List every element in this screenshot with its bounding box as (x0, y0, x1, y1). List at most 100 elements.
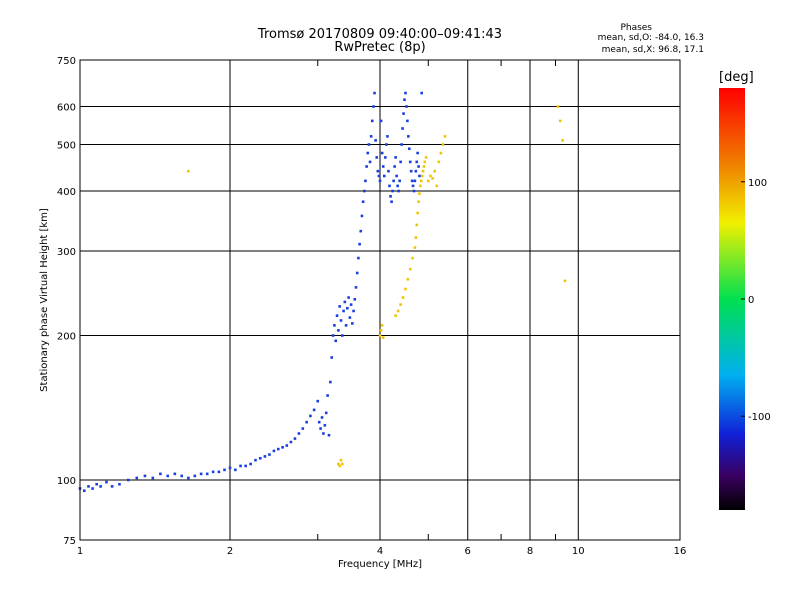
data-point-o (367, 143, 371, 146)
data-point-o (378, 179, 382, 183)
data-point-x (408, 267, 412, 271)
data-point-o (297, 432, 301, 435)
data-point-o (322, 432, 325, 435)
data-point-o (329, 380, 332, 384)
data-point-o (324, 411, 328, 415)
data-point-x (406, 277, 410, 281)
data-point-o (166, 474, 170, 478)
data-point-o (343, 300, 347, 304)
data-point-o (389, 195, 392, 198)
data-point-o (344, 324, 348, 327)
data-point-o (312, 408, 316, 412)
data-point-x (417, 200, 420, 204)
data-point-o (239, 464, 242, 468)
y-tick-label: 750 (57, 56, 76, 67)
data-point-o (323, 424, 327, 427)
data-point-o (180, 474, 184, 478)
chart-title: Tromsø 20170809 09:40:00–09:41:43 (257, 27, 503, 42)
data-point-o (82, 489, 86, 493)
data-point-x (381, 336, 385, 339)
data-point-o (411, 184, 415, 188)
data-point-o (385, 143, 388, 146)
data-point-o (368, 160, 372, 164)
data-point-x (338, 464, 341, 468)
data-point-o (373, 91, 376, 95)
data-point-x (416, 211, 419, 215)
x-tick-label: 6 (465, 546, 471, 557)
data-point-x (418, 192, 421, 195)
data-point-x (401, 296, 405, 299)
data-point-x (556, 105, 560, 108)
data-point-x (337, 462, 340, 466)
y-tick-label: 500 (57, 141, 76, 152)
data-point-o (331, 334, 335, 337)
grid-lines (80, 60, 680, 540)
data-point-x (423, 160, 427, 164)
data-point-o (379, 119, 383, 123)
data-point-o (388, 184, 391, 188)
data-point-x (424, 156, 428, 159)
data-point-o (305, 420, 308, 424)
data-point-o (349, 303, 353, 306)
data-point-o (394, 156, 397, 159)
data-point-o (390, 200, 393, 204)
data-point-o (333, 324, 336, 327)
data-point-o (420, 91, 423, 95)
data-point-x (378, 334, 382, 337)
data-point-o (380, 151, 384, 155)
x-tick-label: 8 (527, 546, 533, 557)
data-point-o (301, 427, 305, 430)
data-point-o (374, 139, 377, 142)
data-point-o (143, 474, 147, 478)
data-point-o (370, 119, 374, 123)
y-tick-label: 400 (57, 187, 76, 198)
data-point-o (382, 174, 386, 178)
phases-stats-title: Phases (620, 23, 652, 33)
data-point-o (404, 91, 407, 95)
data-point-o (234, 468, 237, 472)
colorbar-tick-label: 0 (748, 295, 754, 306)
data-point-o (351, 322, 354, 325)
data-point-o (359, 229, 363, 233)
data-point-x (426, 179, 430, 183)
x-tick-label: 4 (377, 546, 383, 557)
data-point-o (193, 474, 197, 478)
data-point-o (412, 189, 416, 193)
colorbar-label: [deg] (719, 70, 754, 85)
data-point-o (410, 179, 414, 183)
data-point-x (419, 184, 422, 188)
data-point-o (281, 446, 284, 449)
data-point-o (126, 478, 130, 482)
data-point-o (99, 485, 102, 488)
data-point-o (354, 286, 358, 289)
data-point-x (422, 165, 426, 168)
data-point-o (326, 394, 329, 397)
data-point-o (408, 160, 412, 164)
data-point-x (379, 329, 383, 332)
data-point-o (327, 433, 331, 437)
data-point-o (414, 169, 418, 173)
x-tick-label: 2 (227, 546, 233, 557)
data-point-o (403, 98, 406, 101)
data-point-o (399, 160, 402, 164)
data-point-o (366, 151, 370, 155)
data-point-x (404, 287, 407, 291)
data-point-o (118, 482, 121, 486)
colorbar-tick-label: -100 (748, 412, 771, 423)
data-point-x (413, 246, 417, 249)
data-point-x (435, 184, 439, 188)
x-tick-label: 16 (674, 546, 687, 557)
data-point-o (417, 165, 420, 168)
data-point-o (135, 476, 139, 480)
data-point-o (249, 462, 252, 466)
data-point-o (364, 179, 367, 183)
data-point-o (339, 319, 343, 322)
data-point-o (317, 420, 321, 424)
data-point-o (159, 472, 162, 476)
data-point-x (411, 256, 414, 260)
data-point-o (330, 356, 334, 359)
data-point-o (393, 165, 396, 168)
data-point-o (353, 297, 357, 301)
data-point-o (228, 466, 232, 470)
